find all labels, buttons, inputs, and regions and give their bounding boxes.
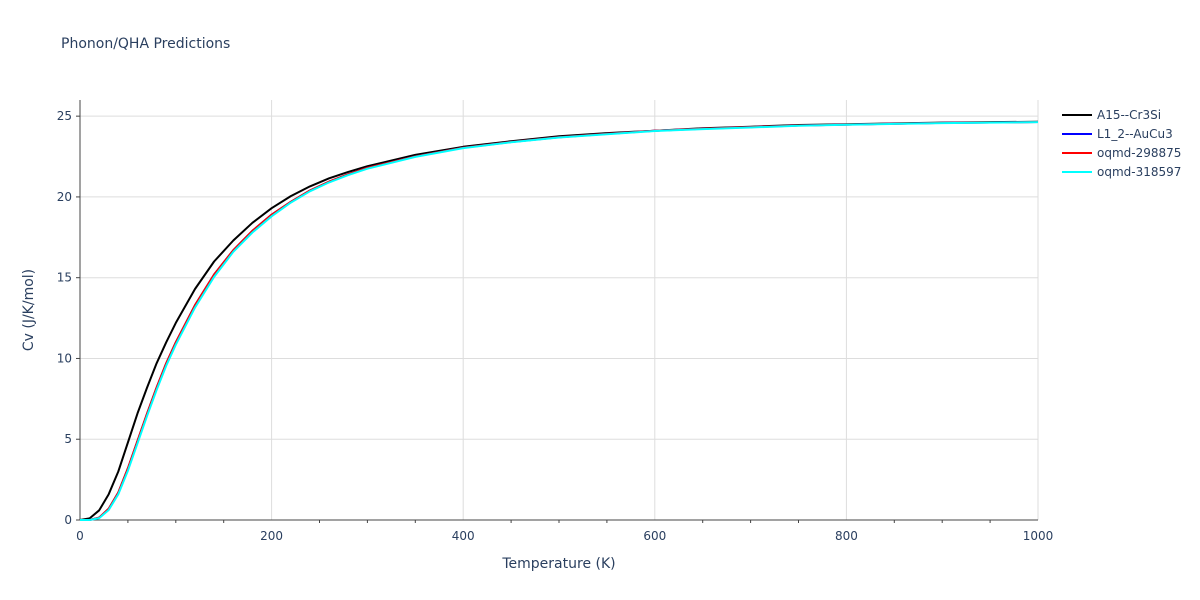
x-axis-title: Temperature (K) [501,556,615,572]
y-tick-label: 0 [64,513,72,527]
legend-label: L1_2--AuCu3 [1097,127,1173,141]
y-tick-label: 25 [57,109,72,123]
legend-item-1[interactable]: A15--Cr3Si [1062,108,1161,122]
legend-label: oqmd-318597 [1097,165,1181,179]
legend[interactable]: A15--Cr3Si L1_2--AuCu3 oqmd-298875 oqmd-318… [1062,108,1181,179]
series-line-3 [80,121,1039,521]
y-axis-title: Cv (J/K/mol) [21,269,37,351]
legend-item-3[interactable]: oqmd-298875 [1062,146,1181,160]
legend-item-4[interactable]: oqmd-318597 [1062,165,1181,179]
legend-label: oqmd-298875 [1097,146,1181,160]
x-tick-label: 800 [835,529,858,543]
x-tick-label: 0 [76,529,84,543]
legend-label: A15--Cr3Si [1097,108,1161,122]
x-tick-label: 600 [643,529,666,543]
ticks-layer: 0 200 400 600 800 1000 0 5 10 15 20 25 [57,109,1054,543]
x-tick-label: 400 [452,529,475,543]
x-tick-label: 1000 [1023,529,1054,543]
chart-title: Phonon/QHA Predictions [61,36,231,52]
y-tick-label: 5 [64,432,72,446]
x-tick-label: 200 [260,529,283,543]
legend-item-2[interactable]: L1_2--AuCu3 [1062,127,1173,141]
series-layer [79,120,1039,521]
y-tick-label: 15 [57,271,72,285]
series-line-1 [79,120,1039,521]
series-line-2 [80,121,1039,521]
y-tick-label: 10 [57,351,72,365]
axes-layer [76,100,1038,523]
grid-layer [80,100,1039,520]
y-tick-label: 20 [57,190,72,204]
series-line-4 [80,121,1039,521]
